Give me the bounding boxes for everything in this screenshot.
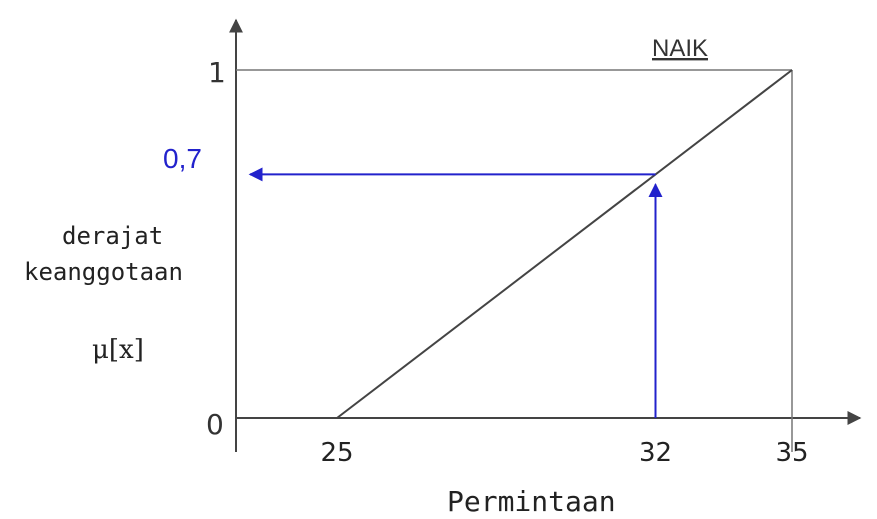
- x-axis-label: Permintaan: [447, 485, 616, 518]
- y-axis-label-line-1: derajat: [62, 222, 163, 250]
- x-tick-label-35: 35: [775, 438, 808, 468]
- y-tick-label-1: 1: [208, 56, 226, 89]
- x-tick-label-25: 25: [320, 438, 353, 468]
- y-axis-symbol: μ[x]: [92, 335, 144, 365]
- annotation-value-label: 0,7: [163, 143, 202, 174]
- x-tick-label-32: 32: [639, 438, 672, 468]
- series-label-naik: NAIK: [652, 35, 708, 62]
- y-axis-label-line-2: keanggotaan: [24, 258, 183, 286]
- series-line-naik: [336, 69, 793, 419]
- y-tick-label-0: 0: [206, 408, 224, 441]
